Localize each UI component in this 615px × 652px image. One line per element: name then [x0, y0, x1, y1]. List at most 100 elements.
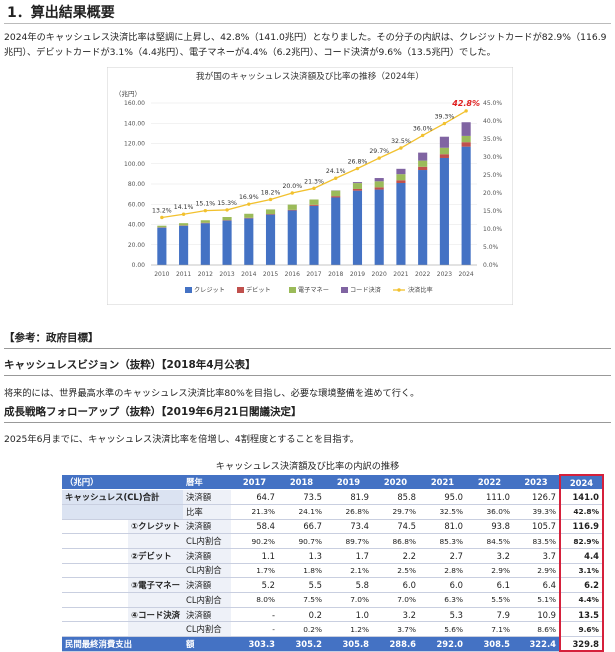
- table-cell: 7.9: [465, 607, 513, 623]
- legend-swatch: [185, 287, 192, 293]
- footer-row: 民間最終消費支出額 303.3 305.2 305.8 288.6 292.0 308.5 3…: [62, 636, 604, 652]
- table-row: 比率 21.3% 24.1% 26.8% 29.7% 32.5% 36.0% 39.3% 42.…: [62, 504, 604, 520]
- vision-heading: キャッシュレスビジョン（抜粋）【2018年4月公表】: [4, 357, 611, 376]
- legend-entry: デビット: [246, 286, 271, 294]
- ratio-point: [312, 186, 316, 191]
- row-category: [128, 563, 183, 579]
- bar-0: [309, 205, 319, 265]
- y2-tick-label: 10.0%: [483, 226, 502, 233]
- footer-cell: 322.4: [512, 636, 560, 652]
- ratio-data-label: 18.2%: [261, 189, 281, 196]
- year-header: 2018: [277, 475, 325, 491]
- table-cell: 1.3: [277, 548, 325, 564]
- table-cell: 29.7%: [371, 504, 419, 520]
- table-cell: 21.3%: [230, 504, 278, 520]
- table-cell: 84.5%: [465, 533, 513, 549]
- row-label: CL内割合: [182, 563, 231, 579]
- x-tick-label: 2010: [154, 271, 169, 278]
- cashless-chart: 我が国のキャッシュレス決済額及び比率の推移（2024年） （兆円） 13.2% 1…: [107, 67, 513, 305]
- bar-0: [265, 214, 276, 265]
- ratio-data-label: 29.7%: [369, 148, 389, 155]
- x-tick-label: 2011: [176, 271, 191, 278]
- table-cell: 93.8: [465, 519, 513, 535]
- ratio-point: [464, 109, 468, 113]
- table-cell: 5.5%: [465, 592, 513, 608]
- year-label: 暦年: [182, 475, 231, 491]
- row-category: キャッシュレス(CL)合計: [62, 489, 183, 505]
- table-cell: 90.2%: [230, 533, 278, 549]
- legend-entry: クレジット: [194, 287, 225, 294]
- y-tick-label: 40.00: [128, 222, 145, 229]
- x-tick-label: 2024: [458, 271, 473, 278]
- table-cell: 105.7: [512, 519, 560, 535]
- table-cell: 111.0: [465, 489, 513, 505]
- table-cell: 42.8%: [558, 504, 604, 520]
- table-cell: 6.2: [558, 577, 604, 593]
- table-cell: 7.0%: [371, 592, 419, 608]
- table-cell: 90.7%: [277, 533, 325, 549]
- bar-0: [461, 146, 471, 265]
- row-category: [62, 504, 183, 520]
- table-cell: 3.2: [465, 548, 513, 564]
- table-cell: 4.4: [558, 548, 604, 564]
- bar-0: [352, 190, 363, 265]
- year-header: 2019: [324, 475, 372, 491]
- bar-2: [287, 204, 297, 210]
- bar-2: [461, 135, 471, 143]
- table-cell: 1.7%: [230, 563, 278, 579]
- bar-2: [222, 217, 232, 221]
- legend-entry: 決済比率: [408, 286, 433, 294]
- table-cell: 6.0: [418, 577, 466, 593]
- year-header: 2022: [465, 475, 513, 491]
- x-tick-label: 2021: [393, 271, 408, 278]
- bar-1: [265, 214, 276, 215]
- table-title: キャッシュレス決済額及び比率の内訳の推移: [215, 461, 400, 472]
- table-cell: 4.4%: [558, 592, 604, 608]
- row-label: CL内割合: [182, 592, 231, 608]
- chart-title: 我が国のキャッシュレス決済額及び比率の推移（2024年）: [196, 70, 424, 82]
- footer-category: 民間最終消費支出: [62, 636, 183, 652]
- footer-label: 額: [182, 636, 231, 652]
- table-cell: 24.1%: [277, 504, 325, 520]
- y-tick-label: 160.00: [124, 100, 145, 107]
- bar-2: [179, 223, 189, 226]
- vision-text: 将来的には、世界最高水準のキャッシュレス決済比率80%を目指し、必要な環境整備を…: [4, 388, 420, 399]
- footer-cell: 308.5: [465, 636, 513, 652]
- footer-cell: 305.8: [324, 636, 372, 652]
- bar-2: [418, 160, 428, 167]
- bar-0: [157, 227, 167, 265]
- ratio-point: [203, 208, 208, 213]
- bar-1: [287, 209, 297, 211]
- ratio-data-label: 32.5%: [391, 138, 411, 145]
- growth-text: 2025年6月までに、キャッシュレス決済比率を倍増し、4割程度とすることを目指す…: [4, 434, 359, 445]
- table-cell: 6.0: [371, 577, 419, 593]
- bar-2: [331, 190, 341, 197]
- table-cell: 8.0%: [230, 592, 278, 608]
- table-row: CL内割合 -0.2% 1.2% 3.7% 5.6% 7.1% 8.6% 9.6%: [62, 621, 604, 638]
- x-tick-label: 2014: [241, 271, 256, 278]
- table-cell: 74.5: [371, 519, 419, 535]
- ratio-data-label: 26.8%: [348, 159, 368, 166]
- table-cell: 3.7: [512, 548, 560, 564]
- y2-tick-label: 45.0%: [483, 100, 502, 107]
- row-label: 決済額: [182, 489, 231, 505]
- bar-2: [200, 220, 210, 223]
- x-tick-label: 2013: [219, 271, 234, 278]
- ratio-point: [355, 166, 360, 171]
- y2-tick-label: 40.0%: [483, 118, 502, 125]
- ratio-data-label: 13.2%: [152, 207, 172, 214]
- table-cell: 82.9%: [558, 533, 604, 549]
- table-cell: 1.2%: [324, 621, 372, 638]
- ratio-data-label: 42.8%: [451, 99, 480, 108]
- legend-swatch: [341, 287, 348, 293]
- footer-cell: 288.6: [371, 636, 419, 652]
- year-header: 2021: [418, 475, 466, 491]
- x-tick-label: 2018: [328, 271, 343, 278]
- table-cell: 2.1%: [324, 563, 372, 579]
- table-row: キャッシュレス(CL)合計 決済額 64.7 73.5 81.9 85.8 95.0 111.…: [62, 489, 604, 505]
- bar-2: [157, 225, 167, 228]
- table-row: ④コード決済 決済額 -0.2 1.0 3.2 5.3 7.9 10.9 13.5: [62, 607, 604, 623]
- ratio-point: [334, 176, 338, 180]
- table-cell: 1.1: [230, 548, 278, 564]
- bar-1: [352, 188, 363, 191]
